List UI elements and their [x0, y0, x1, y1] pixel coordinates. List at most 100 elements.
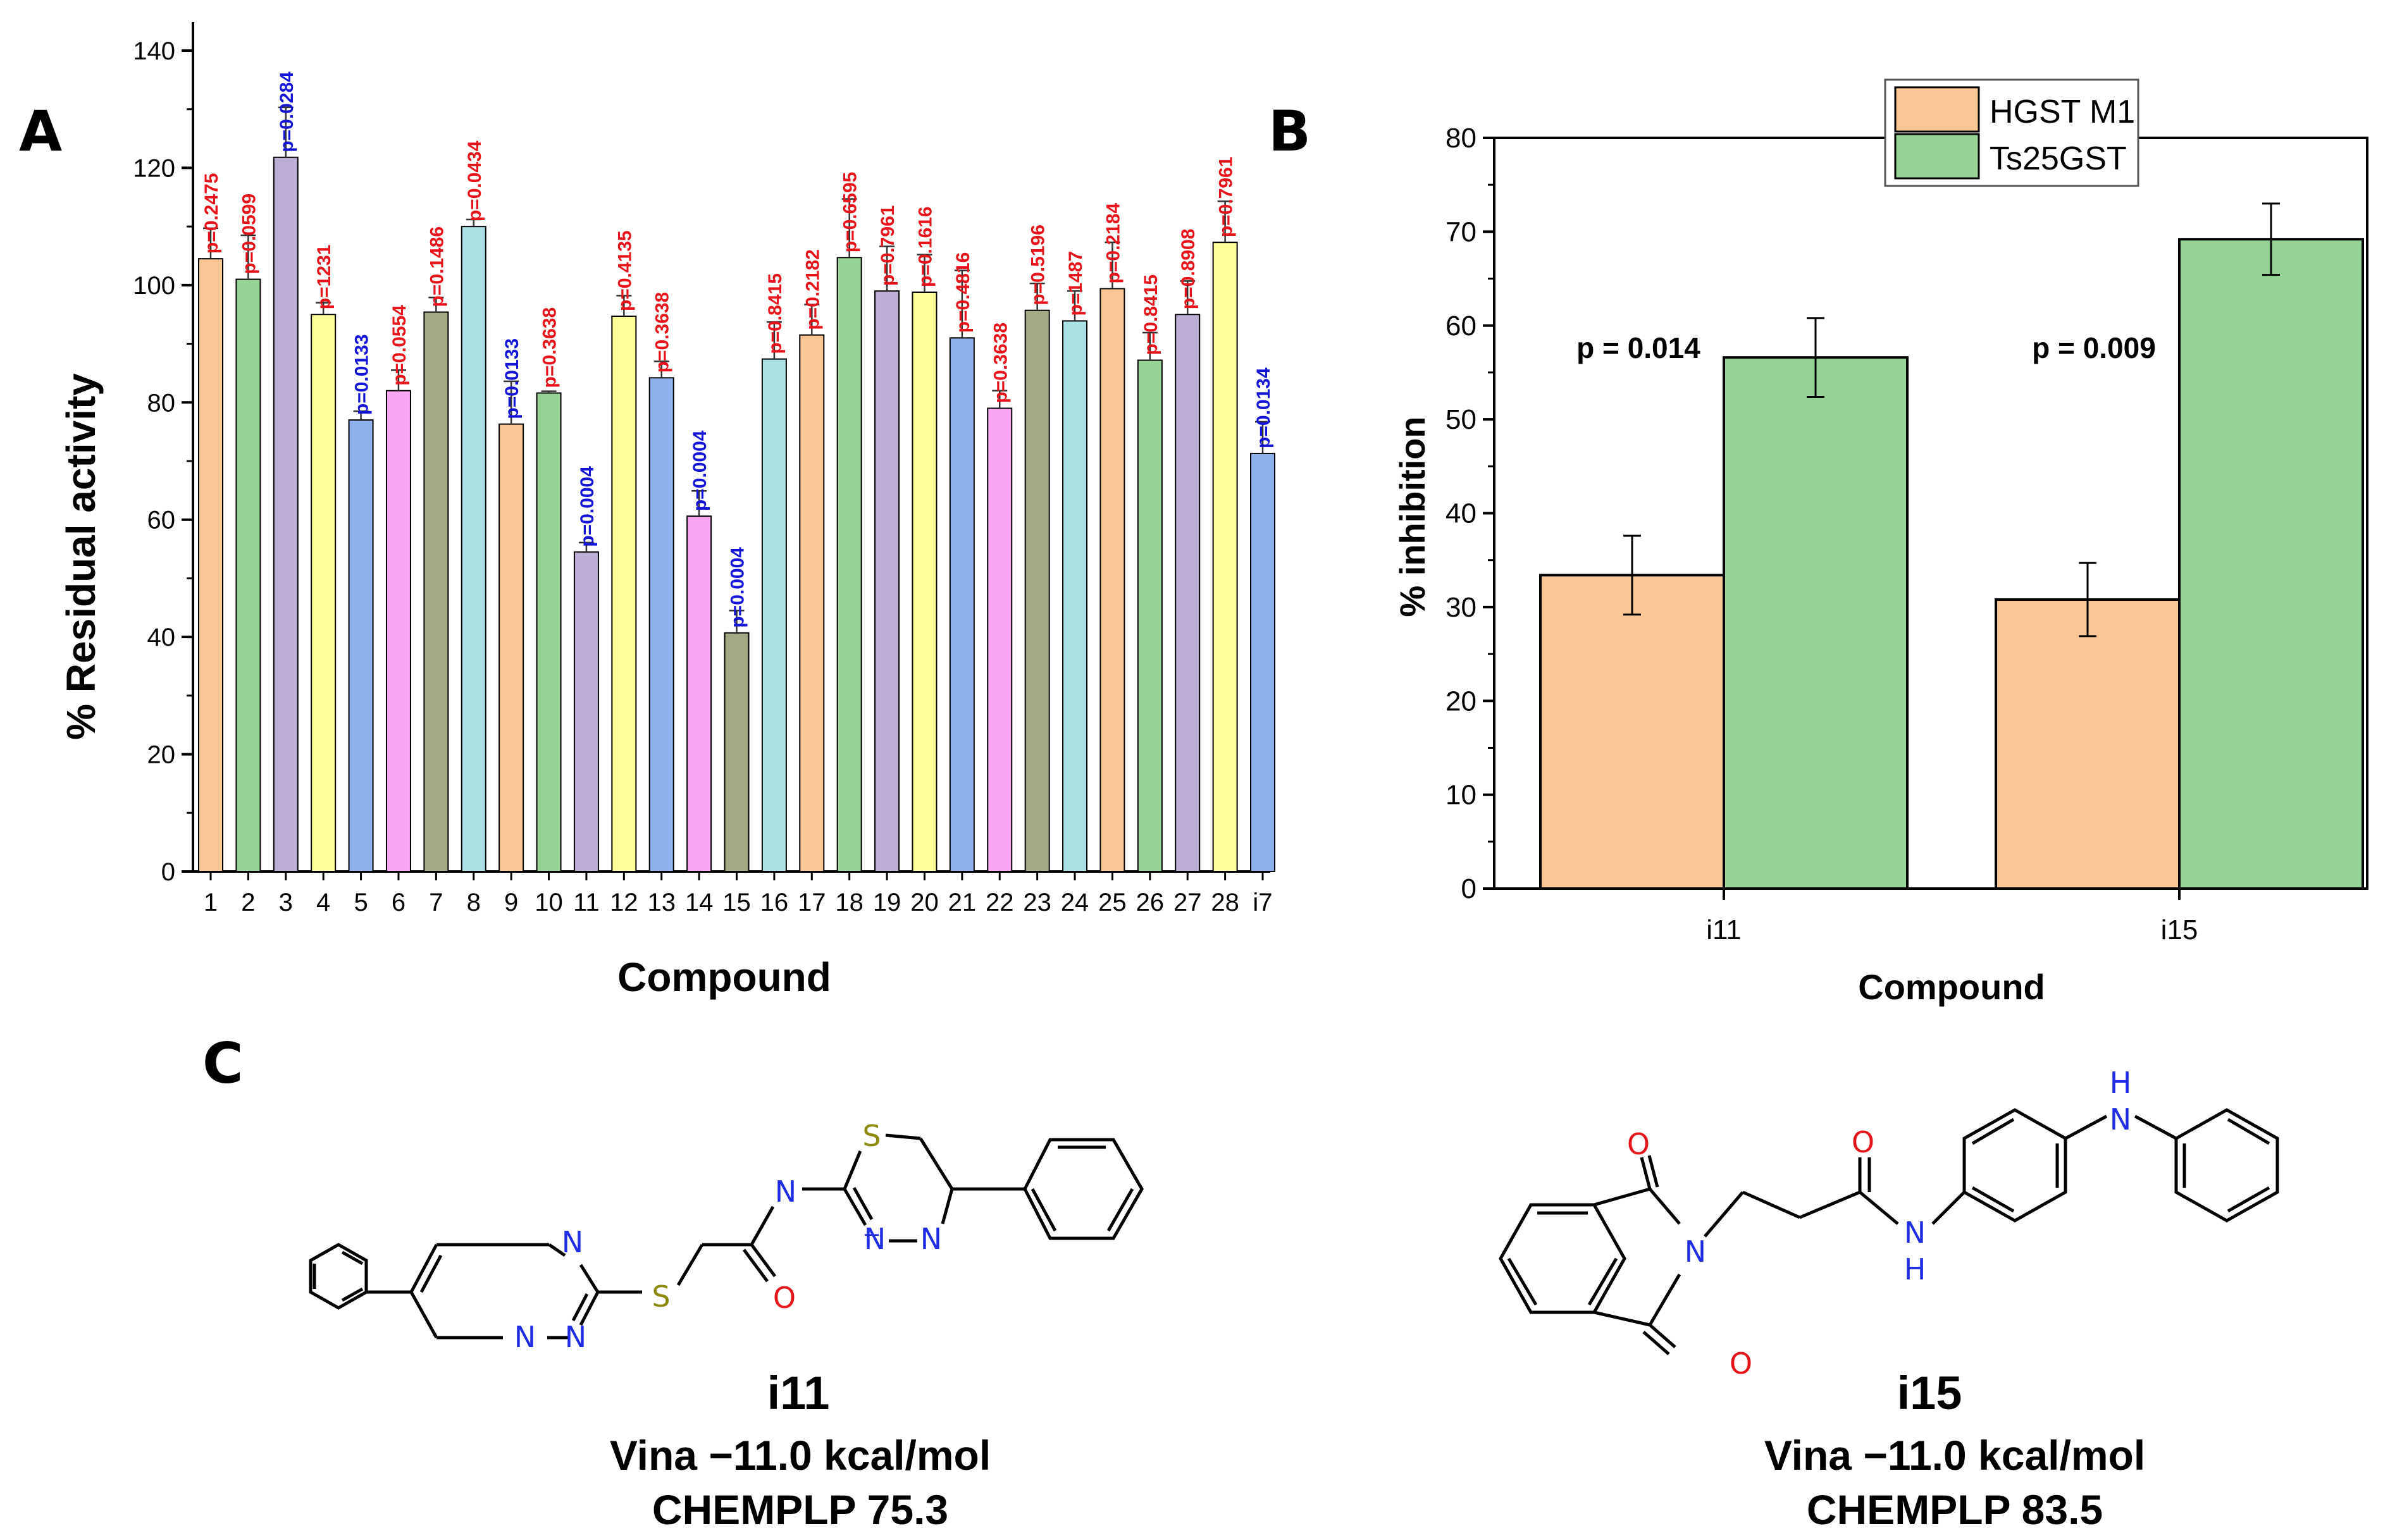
- chart-a-y-tick-label: 100: [133, 272, 175, 300]
- chart-a-p-value-label: p=0.0599: [238, 194, 259, 274]
- chart-a-x-tick-label: 8: [467, 889, 481, 916]
- i11-atom-labels: N N N S O N S N N –: [514, 1119, 942, 1354]
- chart-b-p-value-annotation: p = 0.009: [2032, 331, 2156, 364]
- chart-a-p-value-label: p=0.6595: [840, 172, 861, 253]
- legend-label-hgst: HGST M1: [1990, 94, 2135, 130]
- i15-atom-o-amide: O: [1852, 1125, 1874, 1159]
- i15-atom-n-amine: N: [2110, 1102, 2131, 1137]
- chart-b-legend: HGST M1 Ts25GST: [1884, 78, 2139, 187]
- chart-a-x-tick-label: 10: [535, 889, 563, 916]
- chart-a-p-value-label: p=0.0133: [352, 334, 373, 415]
- chart-a-bar-8: [461, 226, 486, 872]
- chart-a-bar-6: [385, 390, 411, 872]
- i15-atom-o-bottom: O: [1730, 1346, 1752, 1381]
- i15-middle-ring: [1962, 1108, 2067, 1223]
- chart-a-bar-23: [1024, 309, 1050, 872]
- chart-a-x-tick-label: 3: [279, 889, 293, 916]
- chart-a-p-value-label: p=0.1616: [915, 206, 936, 287]
- chart-a-bar-2: [235, 278, 261, 873]
- chart-a-x-tick-label: 13: [647, 889, 676, 916]
- chart-a-x-tick-label: 21: [948, 889, 977, 916]
- i11-bond-dash: –: [865, 1219, 879, 1247]
- legend-swatch-ts25gst: [1894, 133, 1980, 180]
- chart-a-p-value-label: p=0.3638: [990, 323, 1011, 403]
- chart-a-p-value-label: p=0.2475: [201, 173, 222, 254]
- chart-a-p-value-label: p=0.0434: [464, 140, 485, 221]
- chart-a-p-value-label: p=0.0004: [727, 547, 748, 628]
- chart-a-x-tick-label: 19: [873, 889, 901, 916]
- i15-atom-n-imide: N: [1685, 1235, 1706, 1269]
- chart-a-y-tick-label: 60: [147, 507, 176, 534]
- chart-a-p-value-label: p=0.4135: [614, 230, 635, 311]
- chart-a-bar-7: [423, 311, 449, 872]
- i11-atom-n-top: N: [562, 1225, 583, 1259]
- chart-a-x-tick-label: 11: [573, 889, 600, 916]
- chart-a-x-tick-label: 6: [392, 889, 405, 916]
- molecule-i11: [309, 1133, 1144, 1340]
- chart-a-bar-11: [573, 551, 599, 872]
- legend-swatch-hgst: [1894, 86, 1980, 133]
- chart-a-y-tick-label: 120: [133, 154, 175, 182]
- chart-b-x-tick-label: i15: [2161, 915, 2198, 946]
- chart-a-bar-22: [987, 407, 1013, 872]
- chart-a-x-tick-label: 20: [910, 889, 939, 916]
- chart-a-x-tick-label: 1: [204, 889, 218, 916]
- chart-a-y-tick-label: 140: [133, 37, 175, 65]
- chart-a-bar-20: [912, 291, 938, 872]
- chart-a-p-value-label: p=0.2184: [1103, 203, 1124, 284]
- i11-atom-n-td-left: N: [864, 1222, 886, 1256]
- i15-vina-score: Vina −11.0 kcal/mol: [1764, 1432, 2145, 1479]
- chart-b-y-tick-label: 60: [1446, 311, 1476, 342]
- chart-a-bar-14: [686, 515, 712, 872]
- i15-atom-n-amide: N: [1904, 1216, 1926, 1250]
- chart-a-bar-16: [761, 358, 787, 872]
- chart-a-y-tick-label: 0: [161, 858, 175, 886]
- chart-a-bar-1: [198, 258, 223, 872]
- chart-a-p-value-label: p=0.0004: [690, 430, 710, 511]
- i11-vina-score: Vina −11.0 kcal/mol: [610, 1432, 991, 1479]
- chart-a-p-value-label: p=0.3638: [652, 292, 673, 373]
- i15-benzo-ring: [1499, 1203, 1626, 1314]
- chart-b-y-tick-label: 80: [1446, 123, 1476, 154]
- chart-a-x-tick-label: 27: [1173, 889, 1202, 916]
- chart-a-bar-27: [1175, 314, 1201, 872]
- chart-a-p-value-label: p=0.8908: [1178, 229, 1199, 310]
- chart-a-bar-21: [949, 337, 975, 872]
- chart-b-y-tick-label: 0: [1461, 873, 1476, 904]
- chart-a-p-value-label: p=0.7961: [877, 206, 898, 286]
- chart-b-y-tick-label: 50: [1446, 404, 1476, 435]
- chart-a-p-value-label: p=0.8415: [1141, 274, 1161, 355]
- chart-b-bar-hgst-m1-i11: [1539, 574, 1725, 890]
- chart-a-p-value-label: p=0.7961: [1216, 157, 1237, 238]
- chart-a-x-tick-label: 2: [241, 889, 255, 916]
- chart-a-p-value-label: p=0.0134: [1253, 367, 1274, 448]
- chart-b-x-axis-title: Compound: [1858, 967, 2045, 1007]
- i11-atom-n-amide: N: [775, 1174, 796, 1209]
- chart-a-p-value-label: p=1231: [314, 245, 335, 310]
- chart-a-p-value-label: p=0.8415: [765, 273, 786, 354]
- chart-a-x-tick-label: 15: [722, 889, 751, 916]
- chart-b-y-tick-label: 30: [1446, 592, 1476, 623]
- chart-a-bar-25: [1099, 288, 1125, 873]
- chart-a-bar-19: [874, 290, 900, 872]
- chart-a-x-tick-label: 16: [760, 889, 789, 916]
- chart-a-x-tick-label: i7: [1253, 889, 1272, 916]
- i15-phenyl-ring: [2174, 1108, 2279, 1223]
- chart-a-x-tick-label: 25: [1098, 889, 1127, 916]
- chart-a: 0 20 40 60 80 100 120 140 1 p=0.2475 2 p=0.0599 3 p=0…: [133, 22, 1275, 916]
- chart-a-bar-3: [273, 156, 299, 873]
- chart-a-y-tick-label: 40: [147, 624, 176, 651]
- chart-a-bar-12: [611, 315, 637, 872]
- i11-phenyl-right-ring: [1023, 1138, 1144, 1240]
- chart-a-x-axis-title: Compound: [617, 954, 831, 1000]
- chart-b-bar-ts25gst-i15: [2178, 238, 2364, 890]
- i15-atom-labels: O N O O N H N H: [1627, 1066, 2131, 1381]
- chart-b-bar-hgst-m1-i15: [1995, 598, 2181, 890]
- chart-a-bar-18: [836, 257, 862, 872]
- chart-a-x-tick-label: 26: [1136, 889, 1165, 916]
- chart-a-x-tick-label: 7: [429, 889, 443, 916]
- chart-a-x-tick-label: 18: [835, 889, 864, 916]
- i11-atom-n-bottom-left: N: [514, 1320, 536, 1354]
- chart-a-bar-24: [1062, 320, 1088, 873]
